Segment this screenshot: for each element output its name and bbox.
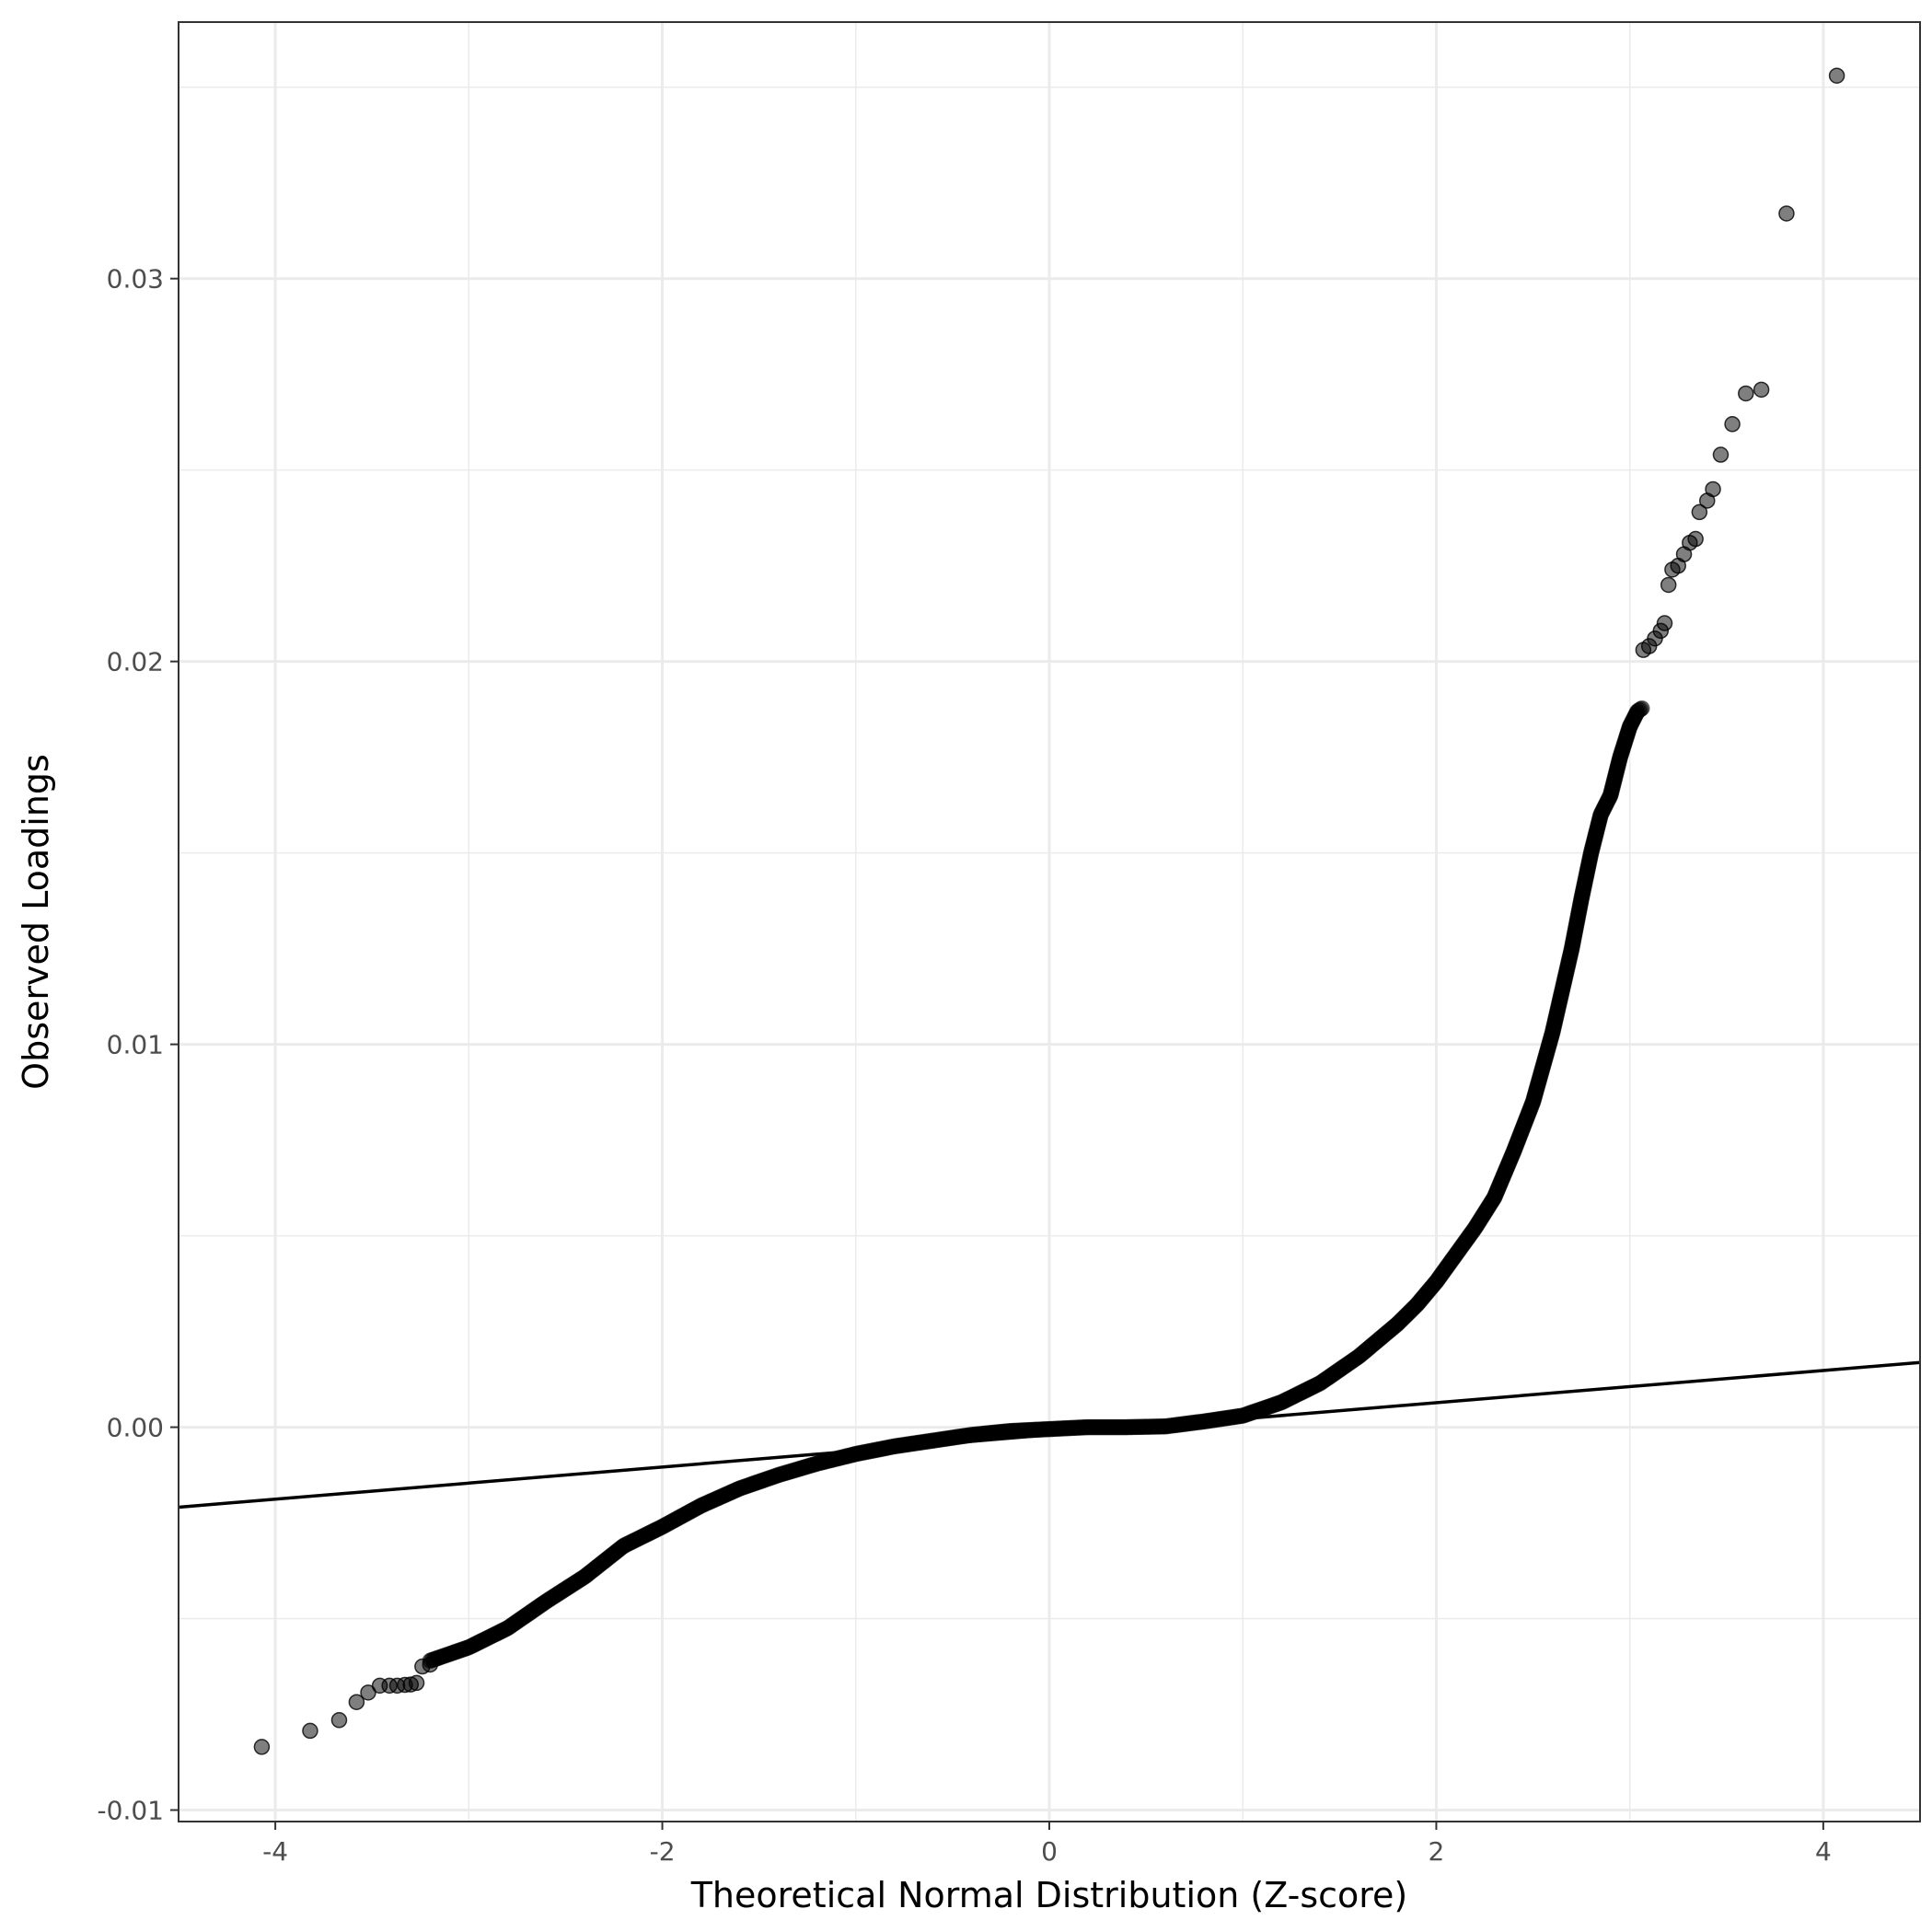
y-axis-title: Observed Loadings [16,754,56,1090]
x-tick-label: 0 [1041,1836,1058,1867]
data-point [1828,67,1845,84]
y-tick-label: 0.03 [107,264,164,295]
data-point [1738,385,1754,402]
data-point [253,1739,271,1755]
data-point [408,1674,425,1692]
data-point [302,1722,318,1740]
y-tick-label: 0.01 [107,1030,164,1060]
data-point [1656,615,1673,631]
x-axis: -4 -2 0 2 4 [262,1822,1832,1867]
data-point [330,1712,348,1729]
y-axis: -0.01 0.00 0.01 0.02 0.03 [98,264,179,1826]
data-point [1634,700,1650,717]
x-tick-label: -4 [262,1836,288,1867]
qq-reference-line [178,1360,1921,1510]
data-point [1691,503,1708,521]
y-tick-label: 0.00 [107,1413,164,1443]
reference-line-group [178,1360,1921,1510]
major-gridlines [179,22,1920,1822]
data-point [1705,480,1721,498]
data-point [1724,416,1741,433]
data-point [360,1684,376,1701]
data-point [422,1656,439,1673]
data-point [1660,576,1677,594]
data-point [1712,446,1730,463]
data-point [1778,205,1795,222]
x-tick-label: 4 [1815,1836,1832,1867]
x-axis-title: Theoretical Normal Distribution (Z-score… [690,1875,1408,1915]
data-point [1753,381,1770,399]
data-point [348,1694,365,1710]
y-tick-label: 0.02 [107,647,164,677]
x-tick-label: -2 [650,1836,676,1867]
y-tick-label: -0.01 [98,1796,164,1826]
data-point [1687,530,1704,548]
x-tick-label: 2 [1429,1836,1445,1867]
